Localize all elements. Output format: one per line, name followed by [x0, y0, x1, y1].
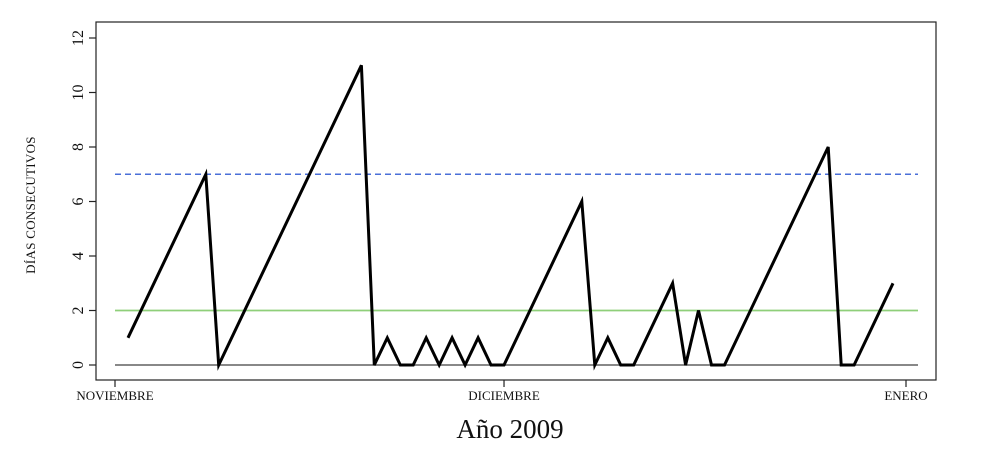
y-axis: 0 2 4 6 8 10 12: [70, 30, 96, 369]
x-axis: NOVIEMBRE DICIEMBRE ENERO: [76, 380, 928, 403]
y-tick-label: 8: [70, 143, 87, 151]
y-tick-label: 2: [70, 307, 87, 315]
reference-lines: [115, 173, 918, 366]
y-tick-label: 4: [70, 252, 87, 260]
x-tick-label-diciembre: DICIEMBRE: [468, 388, 540, 403]
y-tick-label: 10: [70, 85, 87, 101]
y-axis-title: DÍAS CONSECUTIVOS: [23, 136, 38, 274]
y-tick-label: 12: [70, 30, 87, 46]
series-line: [126, 64, 895, 371]
y-tick-label: 6: [70, 198, 87, 206]
y-tick-label: 0: [70, 361, 87, 369]
x-axis-title: Año 2009: [456, 414, 563, 444]
series-group: [126, 64, 895, 371]
x-tick-label-enero: ENERO: [884, 388, 927, 403]
plot-frame: [95, 21, 937, 381]
x-tick-label-noviembre: NOVIEMBRE: [76, 388, 153, 403]
